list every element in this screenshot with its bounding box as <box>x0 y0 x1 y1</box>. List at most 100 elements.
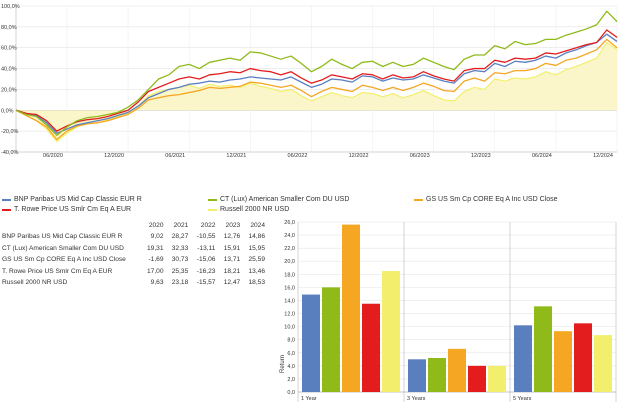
table-cell: 32,33 <box>171 244 189 252</box>
table-cell: -15,57 <box>196 279 216 287</box>
bar-russell <box>594 335 612 392</box>
table-cell: 28,27 <box>171 233 189 241</box>
table-cell: -1,69 <box>148 256 164 264</box>
table-header-year: 2020 <box>148 222 164 229</box>
table-cell: -15,06 <box>196 256 216 264</box>
line-chart-y-tick-label: 100,0% <box>1 4 20 10</box>
line-chart-series <box>15 10 618 143</box>
table-header-year: 2021 <box>173 222 189 229</box>
table-cell: -13,11 <box>197 244 216 252</box>
table-cell: 19,31 <box>147 244 164 252</box>
bar-chart-y-tick-label: 16,0 <box>284 285 295 291</box>
table-cell: 23,18 <box>171 279 189 287</box>
bar-gs <box>448 348 466 392</box>
russell-area-fill <box>16 42 617 142</box>
series-line-russell <box>15 41 618 143</box>
line-chart-x-tick-label: 12/2024 <box>593 153 613 159</box>
bar-chart-bars <box>302 224 612 392</box>
table-cell: 25,59 <box>248 256 265 264</box>
legend-swatch-trowe <box>2 208 11 211</box>
table-cell: 12,76 <box>223 233 241 241</box>
legend-label-gs: GS US Sm Cp CORE Eq A Inc USD Close <box>426 196 558 203</box>
line-chart-x-tick-label: 06/2020 <box>43 153 63 159</box>
bar-bnp <box>302 294 320 392</box>
line-chart-x-tick-label: 12/2022 <box>349 153 369 159</box>
bar-chart-y-tick-label: 14,0 <box>284 298 295 304</box>
table-header-name <box>0 220 142 231</box>
table-cell: 12,47 <box>223 279 241 287</box>
line-chart-y-tick-label: 40,0% <box>1 67 17 73</box>
legend-swatch-bnp <box>2 198 11 201</box>
table-cell: 15,95 <box>248 244 265 252</box>
bar-russell <box>488 365 506 392</box>
series-line-bnp <box>15 33 618 134</box>
russell-area <box>16 42 617 142</box>
table-cell: 18,21 <box>223 267 241 275</box>
legend-item-russell: Russell 2000 NR USD <box>208 206 289 213</box>
table-row: CT (Lux) American Smaller Com DU USD 19,… <box>0 243 268 255</box>
bar-chart-x-ticks: 1 Year 3 Years 5 Years <box>301 396 532 402</box>
table-header-year: 2023 <box>225 222 241 229</box>
line-chart-legend: BNP Paribas US Mid Cap Classic EUR R CT … <box>0 196 620 218</box>
returns-table: 2020 2021 2022 2023 2024 BNP Paribas US … <box>0 220 268 289</box>
legend-swatch-russell <box>208 208 217 211</box>
bar-chart-y-tick-label: 6,0 <box>287 351 295 357</box>
bar-chart-y-tick-label: 22,0 <box>284 246 295 252</box>
line-chart-y-tick-label: 0,0% <box>1 108 14 114</box>
legend-label-ct: CT (Lux) American Smaller Com DU USD <box>220 196 350 203</box>
line-chart-x-tick-label: 12/2023 <box>471 153 491 159</box>
table-cell: 13,46 <box>248 267 265 275</box>
bar-chart-y-tick-label: 8,0 <box>287 338 295 344</box>
line-chart-x-tick-label: 12/2020 <box>104 153 124 159</box>
bar-chart-category-label: 5 Years <box>513 396 532 402</box>
bar-chart-y-label: Return <box>280 355 286 373</box>
table-cell: 14,86 <box>248 233 265 241</box>
table-cell: -16,23 <box>196 267 216 275</box>
series-line-trowe <box>15 29 618 132</box>
table-row: Russell 2000 NR USD 9,63 23,18 -15,57 12… <box>0 277 268 289</box>
table-cell: 18,53 <box>248 279 265 287</box>
line-chart-x-tick-label: 06/2024 <box>532 153 552 159</box>
bar-chart-y-tick-label: 26,0 <box>284 220 295 226</box>
line-chart-x-tick-label: 06/2023 <box>410 153 430 159</box>
table-cell: 25,35 <box>171 267 189 275</box>
calendar-returns-table: 2020 2021 2022 2023 2024 BNP Paribas US … <box>0 220 270 289</box>
bar-chart-y-tick-label: 24,0 <box>284 233 295 239</box>
legend-item-trowe: T. Rowe Price US Smlr Cm Eq A EUR <box>2 206 131 213</box>
table-cell-fund-name: CT (Lux) American Smaller Com DU USD <box>2 244 124 252</box>
bar-trowe <box>574 323 592 392</box>
line-chart-y-tick-label: 60,0% <box>1 46 17 52</box>
table-row: T. Rowe Price US Smlr Cm Eq A EUR 17,00 … <box>0 266 268 278</box>
table-header-row: 2020 2021 2022 2023 2024 <box>0 220 268 231</box>
table-cell: 17,00 <box>147 267 164 275</box>
bar-chart-y-tick-label: 0,0 <box>287 390 295 396</box>
line-chart-x-ticks: 06/2020 12/2020 06/2021 12/2021 06/2022 12/20… <box>43 153 613 159</box>
line-chart-y-tick-label: -20,0% <box>1 129 19 135</box>
line-chart-y-tick-label: 20,0% <box>1 87 17 93</box>
table-cell-fund-name: T. Rowe Price US Smlr Cm Eq A EUR <box>2 267 113 275</box>
line-chart-x-tick-label: 06/2021 <box>165 153 185 159</box>
legend-label-trowe: T. Rowe Price US Smlr Cm Eq A EUR <box>14 206 132 213</box>
legend-item-ct: CT (Lux) American Smaller Com DU USD <box>208 196 349 203</box>
series-line-ct <box>15 10 618 136</box>
legend-swatch-gs <box>414 198 423 201</box>
bar-ct <box>534 306 552 392</box>
table-cell: -10,55 <box>196 233 216 241</box>
bar-ct <box>322 287 340 392</box>
legend-label-russell: Russell 2000 NR USD <box>220 206 290 213</box>
table-cell: 9,63 <box>150 279 164 287</box>
bar-chart-y-tick-label: 18,0 <box>284 272 295 278</box>
table-cell-fund-name: Russell 2000 NR USD <box>2 279 68 287</box>
legend-item-gs: GS US Sm Cp CORE Eq A Inc USD Close <box>414 196 558 203</box>
bar-chart-y-tick-label: 10,0 <box>284 325 295 331</box>
series-line-gs <box>15 38 618 141</box>
line-chart-x-tick-label: 12/2021 <box>226 153 246 159</box>
table-header-year: 2024 <box>250 222 265 229</box>
line-chart-y-tick-label: -40,0% <box>1 150 19 156</box>
bar-bnp <box>514 325 532 392</box>
table-cell: 9,02 <box>150 233 164 241</box>
bar-chart-y-tick-label: 12,0 <box>284 312 295 318</box>
table-header-year: 2022 <box>200 222 216 229</box>
table-cell-fund-name: BNP Paribas US Mid Cap Classic EUR R <box>2 233 123 241</box>
bar-gs <box>554 331 572 392</box>
